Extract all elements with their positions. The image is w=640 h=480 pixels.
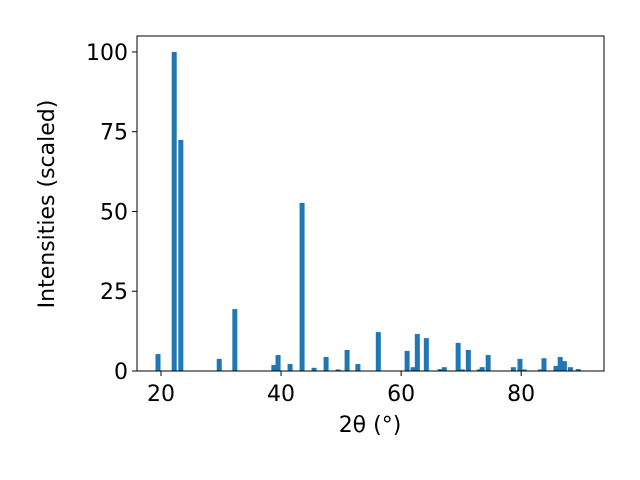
- x-tick-label: 20: [147, 382, 175, 407]
- bar: [375, 332, 381, 371]
- bar: [517, 358, 523, 371]
- y-tick-label: 25: [100, 280, 128, 305]
- bar: [455, 342, 461, 371]
- x-axis-label: 2θ (°): [339, 413, 402, 438]
- x-tick-label: 80: [507, 382, 535, 407]
- bar: [557, 356, 563, 371]
- bar: [323, 356, 329, 371]
- bar: [561, 361, 567, 371]
- plot-frame: [136, 35, 605, 372]
- bar: [465, 349, 471, 371]
- y-tick-label: 50: [100, 200, 128, 225]
- bar: [335, 369, 341, 371]
- y-tick-label: 75: [100, 121, 128, 146]
- bar: [355, 363, 361, 371]
- bar: [287, 363, 293, 371]
- bar: [537, 369, 543, 371]
- bar: [541, 358, 547, 371]
- bar: [344, 349, 350, 371]
- bar: [414, 333, 420, 371]
- bar: [299, 202, 305, 371]
- bar: [178, 140, 184, 371]
- x-tick-label: 40: [267, 382, 295, 407]
- bar: [275, 355, 281, 371]
- bar: [155, 354, 161, 371]
- y-tick-label: 100: [86, 41, 128, 66]
- bar: [171, 51, 177, 371]
- bar: [521, 369, 527, 371]
- bar: [510, 367, 516, 371]
- bar: [410, 367, 416, 371]
- bar: [479, 367, 485, 371]
- bar: [437, 369, 443, 371]
- bar: [441, 367, 447, 371]
- x-tick-label: 60: [387, 382, 415, 407]
- bar: [459, 369, 465, 371]
- y-tick-label: 0: [114, 360, 128, 385]
- bar: [567, 367, 573, 371]
- bar: [575, 369, 581, 371]
- bar: [553, 365, 559, 371]
- bar: [311, 367, 317, 371]
- bar: [232, 309, 238, 371]
- bar: [485, 355, 491, 371]
- bar: [271, 364, 277, 371]
- y-axis-label: Intensities (scaled): [35, 100, 60, 309]
- bar: [404, 350, 410, 371]
- bar: [216, 358, 222, 371]
- bar: [423, 338, 429, 371]
- bar: [476, 369, 482, 371]
